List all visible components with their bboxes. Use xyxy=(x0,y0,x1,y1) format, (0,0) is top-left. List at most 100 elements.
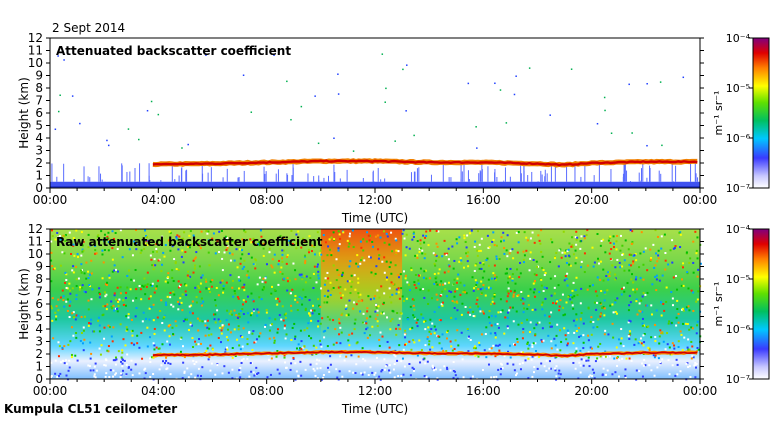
noise-speckle xyxy=(94,249,97,252)
noise-speckle xyxy=(126,328,129,331)
noise-speckle xyxy=(418,339,421,342)
noise-speckle xyxy=(400,360,403,363)
isolated-echo xyxy=(242,74,245,77)
noise-speckle xyxy=(294,362,297,365)
noise-speckle xyxy=(410,348,413,351)
noise-speckle xyxy=(242,286,245,289)
noise-speckle xyxy=(381,260,384,263)
noise-speckle xyxy=(565,261,568,264)
noise-speckle xyxy=(396,359,399,362)
noise-speckle xyxy=(527,357,530,360)
noise-speckle xyxy=(264,281,267,284)
noise-speckle xyxy=(367,234,370,237)
noise-speckle xyxy=(193,363,196,366)
noise-speckle xyxy=(88,273,91,276)
noise-speckle xyxy=(520,298,523,301)
noise-speckle xyxy=(404,329,407,332)
noise-speckle xyxy=(157,347,160,350)
noise-speckle xyxy=(201,366,204,369)
noise-speckle xyxy=(500,367,503,370)
noise-speckle xyxy=(488,348,491,351)
noise-speckle xyxy=(452,360,455,363)
noise-speckle xyxy=(319,367,322,370)
isolated-echo xyxy=(181,147,183,149)
noise-speckle xyxy=(250,256,253,259)
noise-speckle xyxy=(114,359,117,362)
noise-speckle xyxy=(395,239,398,242)
noise-speckle xyxy=(186,367,189,370)
noise-speckle xyxy=(476,249,479,252)
noise-speckle xyxy=(615,346,618,349)
noise-speckle xyxy=(545,369,548,372)
noise-speckle xyxy=(136,342,139,345)
noise-speckle xyxy=(121,359,124,362)
noise-speckle xyxy=(441,283,444,286)
noise-speckle xyxy=(553,257,556,260)
noise-speckle xyxy=(630,278,633,281)
noise-speckle xyxy=(112,326,115,329)
noise-speckle xyxy=(663,309,666,312)
noise-speckle xyxy=(273,341,276,344)
noise-speckle xyxy=(383,241,386,244)
noise-speckle xyxy=(628,263,631,266)
noise-speckle xyxy=(301,303,304,306)
noise-speckle xyxy=(456,287,459,290)
noise-speckle xyxy=(561,251,564,254)
noise-speckle xyxy=(427,326,430,329)
noise-speckle xyxy=(106,237,109,240)
noise-speckle xyxy=(356,254,359,257)
noise-speckle xyxy=(385,260,388,263)
noise-speckle xyxy=(668,320,671,323)
noise-speckle xyxy=(365,240,368,243)
noise-speckle xyxy=(585,234,588,237)
noise-speckle xyxy=(224,235,227,238)
noise-speckle xyxy=(160,299,163,302)
noise-speckle xyxy=(628,253,631,256)
noise-speckle xyxy=(511,279,514,282)
noise-speckle xyxy=(56,375,59,378)
noise-speckle xyxy=(312,344,315,347)
noise-speckle xyxy=(543,274,546,277)
noise-speckle xyxy=(268,240,271,243)
noise-speckle xyxy=(695,332,698,335)
noise-speckle xyxy=(606,356,609,359)
noise-speckle xyxy=(485,287,488,290)
noise-speckle xyxy=(346,280,349,283)
noise-speckle xyxy=(238,279,241,282)
noise-speckle xyxy=(103,233,106,236)
noise-speckle xyxy=(181,238,184,241)
noise-speckle xyxy=(68,359,71,362)
noise-speckle xyxy=(671,297,674,300)
noise-speckle xyxy=(271,258,274,261)
colorbar-tick-label: 10⁻⁴ xyxy=(726,223,751,236)
noise-speckle xyxy=(389,261,392,264)
noise-speckle xyxy=(59,264,62,267)
noise-speckle xyxy=(148,336,151,339)
noise-speckle xyxy=(295,233,298,236)
noise-speckle xyxy=(116,307,119,310)
noise-speckle xyxy=(436,334,439,337)
isolated-echo xyxy=(406,64,408,66)
noise-speckle xyxy=(691,327,694,330)
noise-speckle xyxy=(627,335,630,338)
noise-speckle xyxy=(368,255,371,258)
noise-speckle xyxy=(667,359,670,362)
noise-speckle xyxy=(244,300,247,303)
noise-speckle xyxy=(352,371,355,374)
noise-speckle xyxy=(214,252,217,255)
noise-speckle xyxy=(521,362,524,365)
noise-speckle xyxy=(119,229,122,232)
noise-speckle xyxy=(462,266,465,269)
colorbar-tick-label: 10⁻⁶ xyxy=(726,132,751,145)
noise-speckle xyxy=(221,327,224,330)
noise-speckle xyxy=(182,320,185,323)
noise-speckle xyxy=(481,287,484,290)
noise-speckle xyxy=(231,368,234,371)
noise-speckle xyxy=(673,246,676,249)
noise-speckle xyxy=(437,272,440,275)
noise-speckle xyxy=(642,317,645,320)
noise-speckle xyxy=(365,322,368,325)
noise-speckle xyxy=(513,369,516,372)
noise-speckle xyxy=(233,328,236,331)
noise-speckle xyxy=(124,297,127,299)
